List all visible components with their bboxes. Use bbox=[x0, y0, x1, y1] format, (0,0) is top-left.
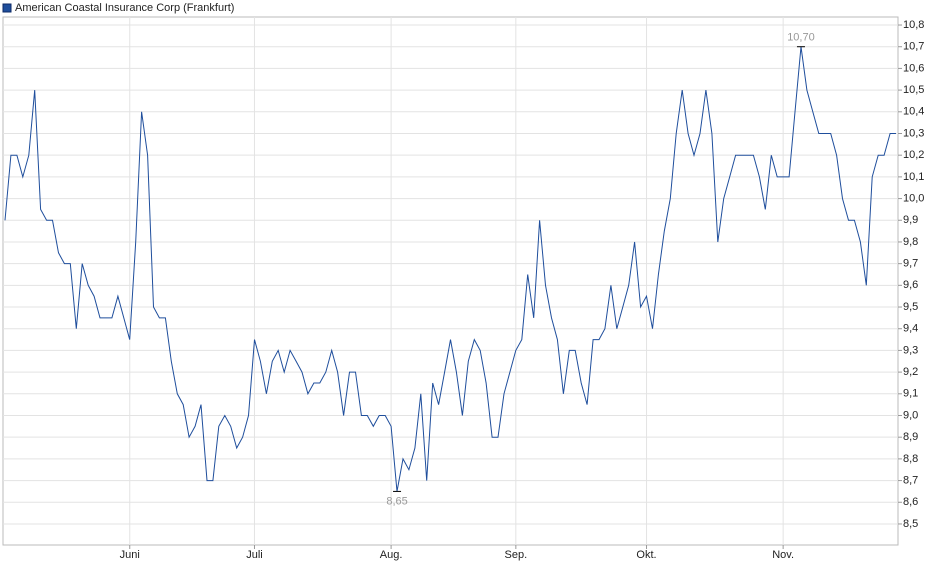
y-tick-label: 9,0 bbox=[903, 409, 918, 421]
value-label: 8,65 bbox=[386, 495, 407, 507]
y-tick-label: 8,5 bbox=[903, 518, 918, 530]
y-tick-label: 8,8 bbox=[903, 453, 918, 465]
y-tick-label: 8,7 bbox=[903, 474, 918, 486]
y-tick-label: 10,7 bbox=[903, 41, 924, 53]
value-label: 10,70 bbox=[787, 32, 815, 44]
y-tick-label: 10,2 bbox=[903, 149, 924, 161]
legend-swatch bbox=[2, 3, 12, 13]
x-tick-label: Sep. bbox=[505, 549, 528, 561]
x-tick-label: Nov. bbox=[772, 549, 794, 561]
y-tick-label: 9,9 bbox=[903, 214, 918, 226]
y-tick-label: 9,3 bbox=[903, 344, 918, 356]
price-line bbox=[4, 46, 896, 492]
y-tick-label: 8,9 bbox=[903, 431, 918, 443]
y-tick-label: 9,2 bbox=[903, 366, 918, 378]
y-tick-label: 10,3 bbox=[903, 127, 924, 139]
plot-frame bbox=[2, 16, 899, 546]
y-tick-label: 9,5 bbox=[903, 301, 918, 313]
x-tick-label: Juni bbox=[120, 549, 140, 561]
y-tick-label: 10,1 bbox=[903, 171, 924, 183]
y-tick-label: 9,1 bbox=[903, 388, 918, 400]
y-tick-label: 10,5 bbox=[903, 84, 924, 96]
y-tick-label: 10,4 bbox=[903, 106, 924, 118]
legend-label: American Coastal Insurance Corp (Frankfu… bbox=[15, 2, 234, 14]
y-tick-label: 8,6 bbox=[903, 496, 918, 508]
y-tick-label: 10,6 bbox=[903, 62, 924, 74]
x-tick-label: Aug. bbox=[380, 549, 403, 561]
x-tick-label: Juli bbox=[246, 549, 263, 561]
y-tick-label: 9,7 bbox=[903, 258, 918, 270]
y-tick-label: 10,0 bbox=[903, 192, 924, 204]
y-tick-label: 9,8 bbox=[903, 236, 918, 248]
x-tick-label: Okt. bbox=[636, 549, 656, 561]
y-tick-label: 9,6 bbox=[903, 279, 918, 291]
y-tick-label: 9,4 bbox=[903, 323, 918, 335]
y-tick-label: 10,8 bbox=[903, 19, 924, 31]
